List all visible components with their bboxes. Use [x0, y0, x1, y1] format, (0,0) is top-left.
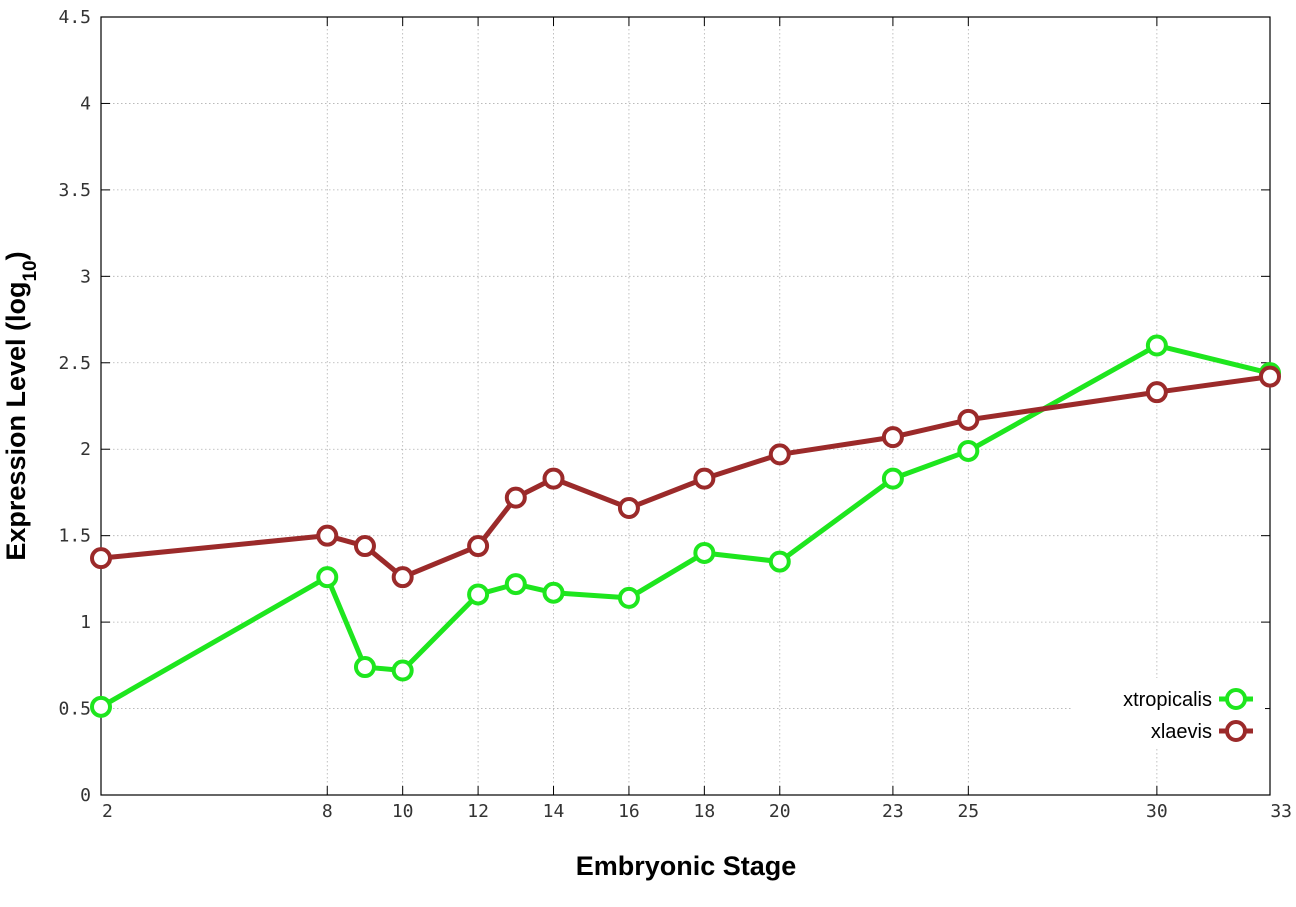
data-point-xlaevis	[316, 524, 339, 547]
data-point-xlaevis	[467, 535, 490, 558]
data-point-xtropicalis	[467, 583, 490, 606]
y-tick-label: 0	[80, 785, 91, 806]
data-point-xlaevis	[542, 467, 565, 490]
y-tick-label: 1.5	[58, 526, 91, 547]
y-tick-label: 0.5	[58, 699, 91, 720]
legend-label: xtropicalis	[1123, 689, 1212, 711]
x-axis-title: Embryonic Stage	[576, 851, 797, 881]
axis-ticks: 0 0.5 1 1.5 2 2.5 3 3.5 4 4.5 2 8 10 12 14 16 18 20 23 25 30…	[58, 7, 1292, 822]
y-axis-title-subscript: 10	[20, 260, 41, 281]
data-point-xlaevis	[693, 467, 716, 490]
data-point-xtropicalis	[504, 573, 527, 596]
data-point-xlaevis	[957, 408, 980, 431]
data-point-xtropicalis	[693, 541, 716, 564]
x-tick-label: 8	[322, 801, 333, 822]
y-tick-label: 4.5	[58, 7, 91, 28]
x-tick-label: 14	[543, 801, 565, 822]
y-tick-label: 3	[80, 266, 91, 287]
data-point-xtropicalis	[391, 659, 414, 682]
y-axis-title-close: )	[1, 251, 31, 260]
data-point-xtropicalis	[617, 586, 640, 609]
series-line-xlaevis	[100, 374, 1271, 580]
data-point-xlaevis	[353, 535, 376, 558]
data-point-xlaevis	[90, 547, 112, 570]
plot-frame	[100, 16, 1271, 796]
y-axis-title: Expression Level (log10)	[1, 251, 41, 560]
data-point-xlaevis	[768, 443, 791, 466]
y-axis-title-main: Expression Level (log	[1, 282, 31, 561]
data-point-xtropicalis	[90, 695, 112, 718]
x-tick-label: 33	[1270, 801, 1292, 822]
y-tick-label: 1	[80, 612, 91, 633]
data-point-xtropicalis	[768, 550, 791, 573]
x-tick-label: 2	[102, 801, 113, 822]
data-point-xlaevis	[881, 426, 904, 449]
data-point-xlaevis	[617, 497, 640, 520]
x-tick-label: 10	[392, 801, 414, 822]
x-tick-label: 16	[618, 801, 640, 822]
legend-marker	[1225, 688, 1247, 710]
legend: xtropicalis xlaevis	[1073, 678, 1265, 748]
data-point-xtropicalis	[1145, 334, 1168, 357]
data-point-xlaevis	[1145, 381, 1168, 404]
y-tick-label: 2	[80, 439, 91, 460]
legend-marker	[1225, 720, 1247, 742]
x-tick-label: 23	[882, 801, 904, 822]
x-tick-label: 12	[467, 801, 489, 822]
data-point-xlaevis	[391, 566, 414, 589]
y-tick-label: 3.5	[58, 180, 91, 201]
data-point-xtropicalis	[542, 581, 565, 604]
x-tick-label: 18	[694, 801, 716, 822]
data-point-xtropicalis	[353, 656, 376, 679]
data-point-xtropicalis	[316, 566, 339, 589]
series-layer	[90, 334, 1281, 718]
x-tick-label: 20	[769, 801, 791, 822]
data-point-xlaevis	[504, 486, 527, 509]
data-point-xtropicalis	[957, 439, 980, 462]
legend-label: xlaevis	[1151, 721, 1212, 743]
y-tick-label: 4	[80, 93, 91, 114]
x-tick-label: 30	[1146, 801, 1168, 822]
y-tick-label: 2.5	[58, 353, 91, 374]
data-point-xlaevis	[1259, 365, 1281, 388]
x-tick-label: 25	[957, 801, 979, 822]
gridlines	[101, 17, 1270, 795]
data-point-xtropicalis	[881, 467, 904, 490]
